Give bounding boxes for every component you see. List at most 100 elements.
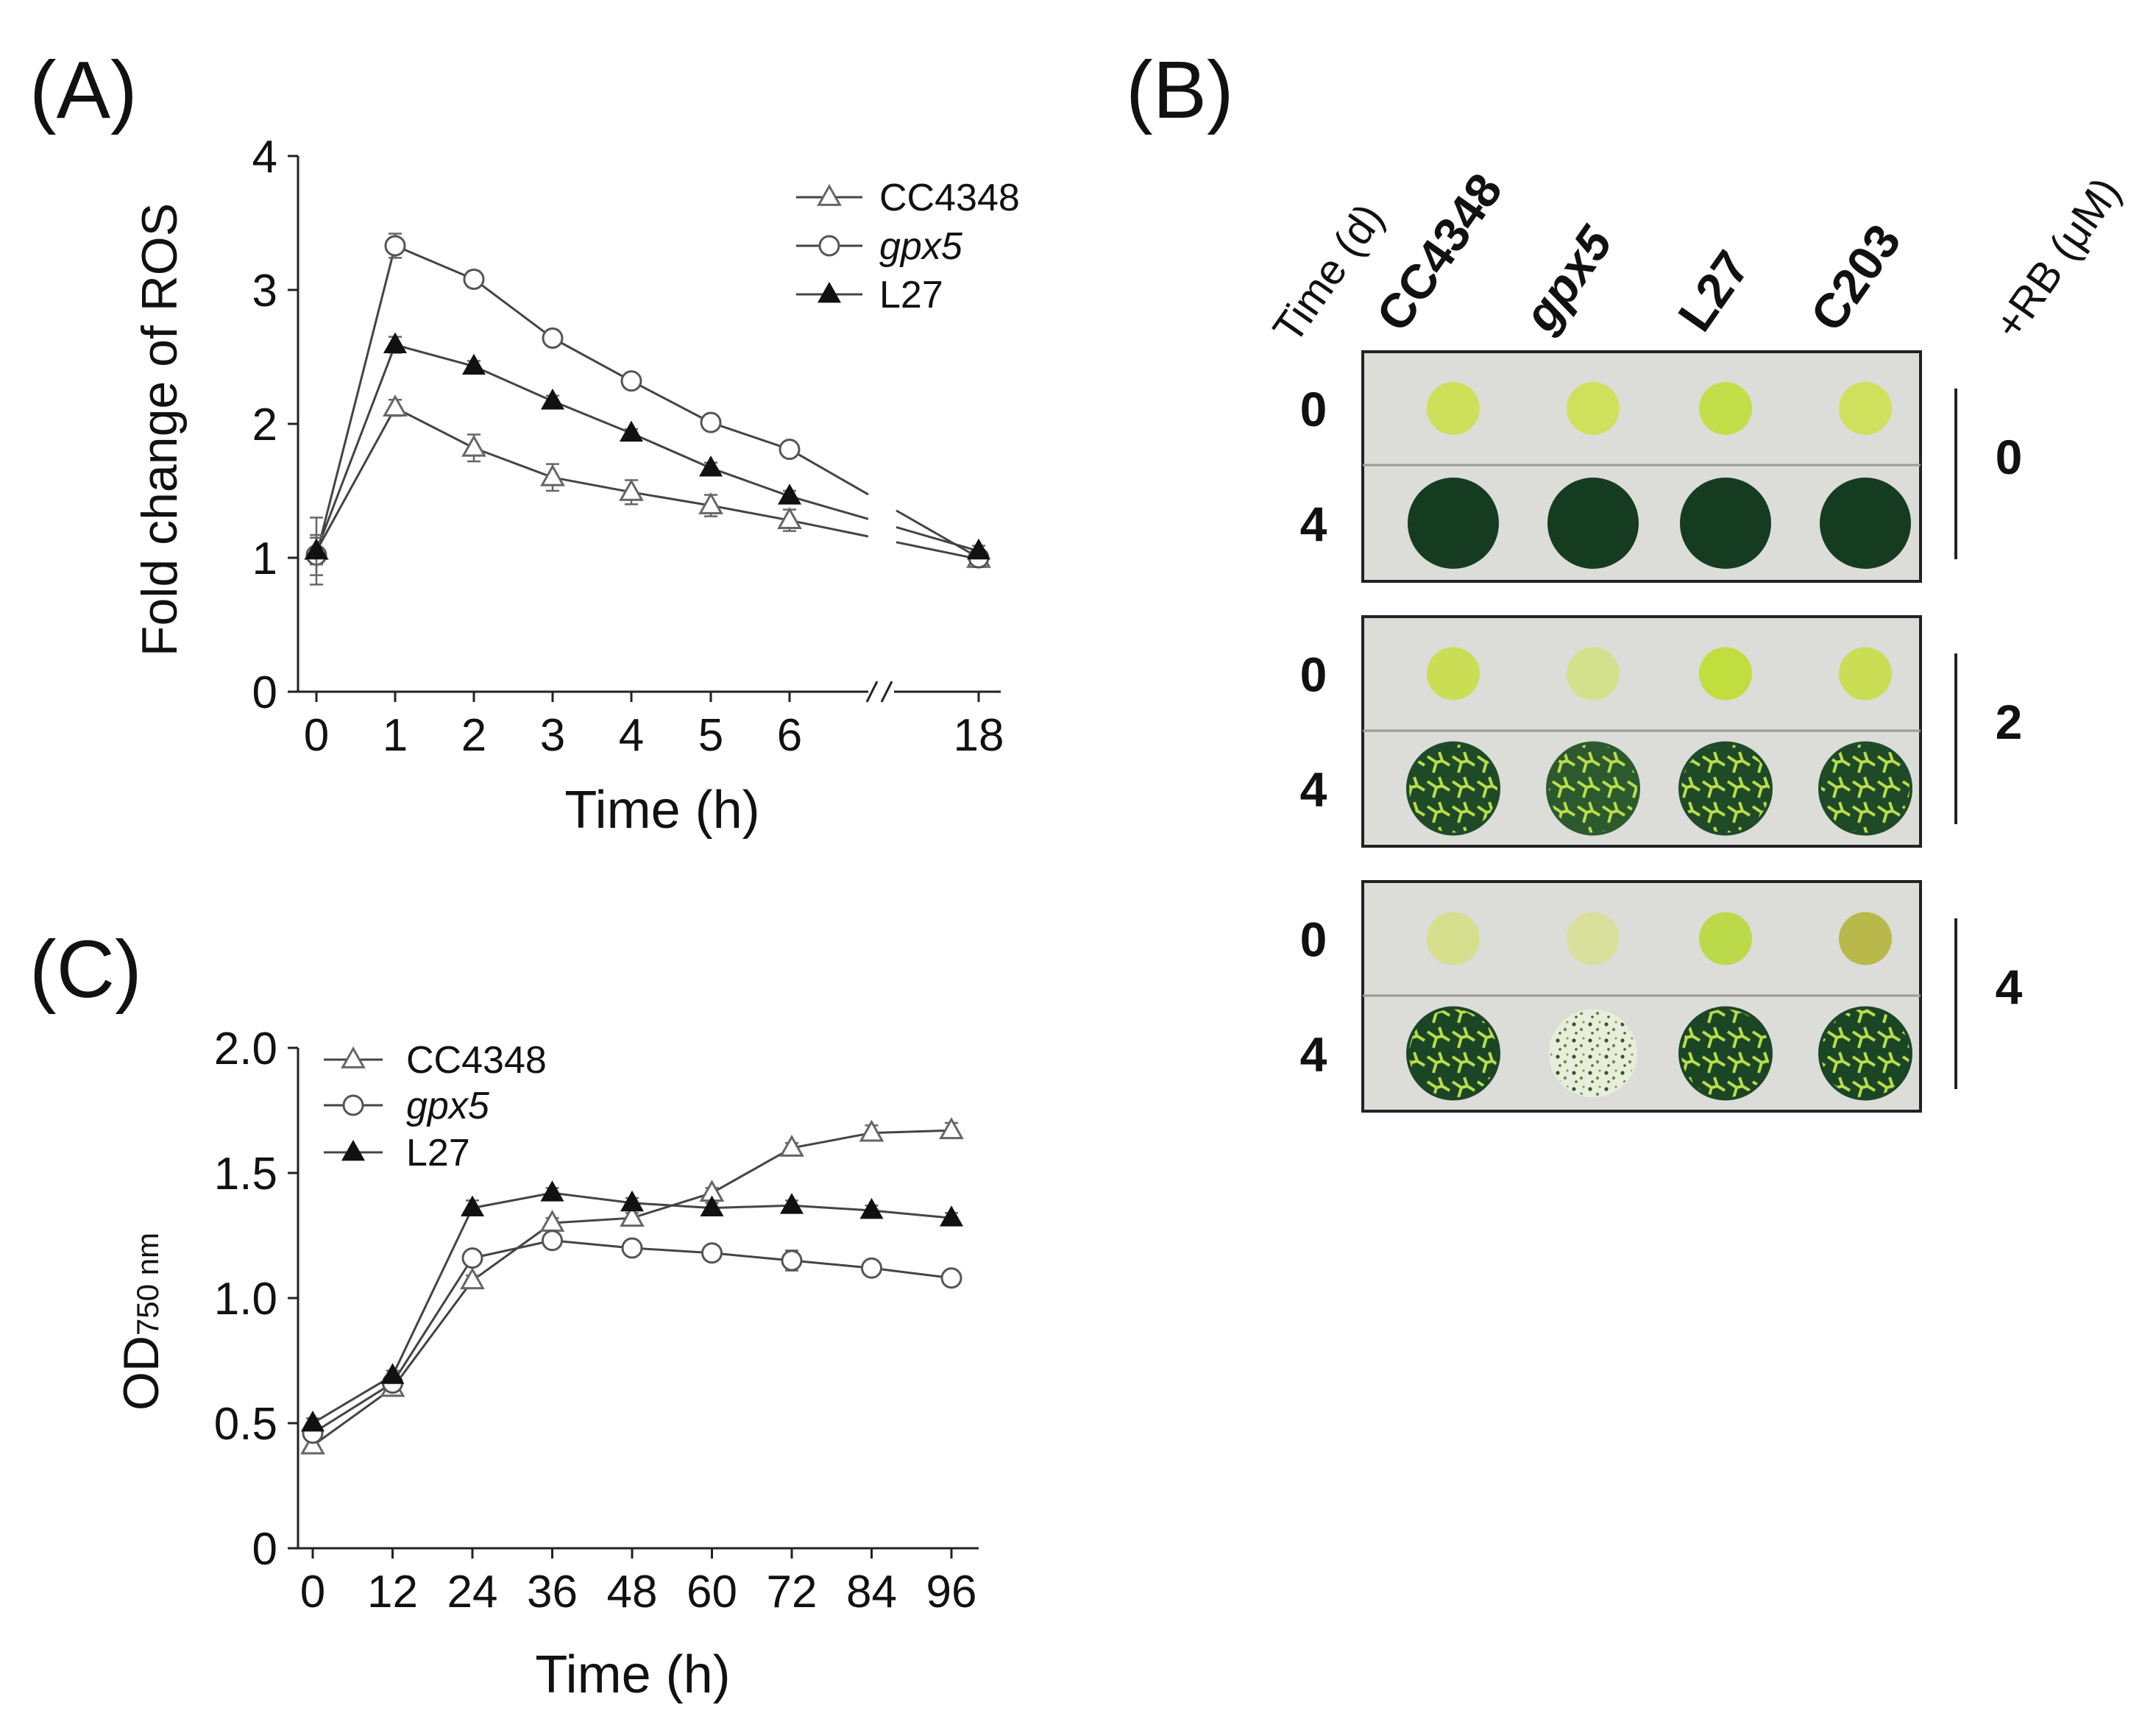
chart-a-xtick-label: 18	[954, 710, 1004, 761]
chart-c-ylabel: OD750 nm	[113, 1233, 169, 1411]
chart-a-ytick-label: 2	[252, 400, 277, 450]
chart-c-xlabel: Time (h)	[535, 1645, 730, 1704]
chart-c-point-CC4348	[539, 1209, 565, 1232]
chart-a-point-gpx5	[463, 268, 485, 290]
chart-a-point-gpx5	[620, 370, 642, 392]
spot-day0	[1567, 382, 1620, 435]
chart-c-point-CC4348	[620, 1205, 645, 1227]
chart-a-legend-marker	[817, 282, 842, 303]
chart-a-line-seg2-gpx5	[896, 509, 979, 559]
chart-c-line-gpx5	[312, 1239, 952, 1434]
strain-header-CC4348: CC4348	[1366, 163, 1513, 341]
chart-c-xtick-label: 84	[846, 1567, 897, 1617]
chart-c-point-gpx5	[940, 1267, 962, 1289]
spot-day0	[1699, 382, 1752, 435]
chart-c-legend-marker	[341, 1140, 366, 1161]
chart-c-point-CC4348	[779, 1134, 804, 1157]
chart-c-point-L27	[460, 1195, 485, 1216]
rb-header: +RB (μM)	[1985, 169, 2130, 348]
chart-c-point-L27	[779, 1193, 804, 1214]
chart-c-point-L27	[620, 1190, 645, 1212]
chart-a-legend-label: CC4348	[879, 177, 1020, 219]
chart-a-line-seg-L27	[789, 494, 869, 520]
chart-a-line-seg-CC4348	[789, 519, 869, 538]
chart-c-xtick-label: 96	[926, 1567, 977, 1617]
chart-c-point-gpx5	[542, 1230, 563, 1252]
chart-c-ytick-label: 2.0	[214, 1024, 277, 1074]
chart-a-point-gpx5	[700, 411, 722, 433]
spot-day4-cracks	[1821, 744, 1909, 833]
spot-day0	[1699, 912, 1752, 965]
chart-a-ylabel: Fold change of ROS	[132, 203, 188, 656]
chart-c-point-CC4348	[300, 1432, 325, 1455]
chart-a-legend-label: L27	[879, 274, 943, 316]
time-header: Time (d)	[1263, 195, 1393, 351]
time-label: 0	[1300, 382, 1327, 436]
chart-a-xtick-label: 6	[777, 710, 802, 761]
chart-c-ytick-label: 1.5	[214, 1149, 277, 1199]
strain-header-L27: L27	[1667, 241, 1760, 341]
spot-day4-cracks	[1681, 744, 1770, 833]
chart-a-line-seg2-L27	[896, 525, 979, 553]
chart-a-xtick-label: 2	[461, 710, 486, 761]
chart-a-point-CC4348	[461, 434, 486, 457]
chart-c-point-L27	[300, 1411, 325, 1432]
spot-day0	[1567, 912, 1620, 965]
strain-header-C203: C203	[1800, 214, 1911, 341]
chart-a-legend-marker	[818, 235, 840, 257]
spot-day0	[1427, 912, 1480, 965]
chart-a-point-CC4348	[698, 492, 723, 514]
chart-c-ytick-label: 1.0	[214, 1274, 277, 1325]
chart-c-point-CC4348	[460, 1267, 485, 1290]
chart-a-point-CC4348	[540, 464, 565, 486]
chart-c-point-CC4348	[859, 1119, 884, 1142]
spot-day4-cracks	[1681, 1009, 1770, 1098]
spot-day0	[1839, 912, 1892, 965]
rb-value: 2	[1996, 695, 2023, 749]
chart-c-point-L27	[380, 1363, 405, 1384]
chart-c-line-L27	[312, 1191, 952, 1425]
chart-a-point-gpx5	[384, 235, 406, 257]
chart-a-point-L27	[698, 455, 723, 477]
chart-c-xtick-label: 12	[367, 1567, 418, 1617]
chart-a-line-seg-gpx5	[789, 448, 869, 496]
panel-a-label: (A)	[29, 45, 138, 135]
chart-a-point-L27	[619, 420, 644, 442]
time-label: 0	[1300, 912, 1327, 967]
spot-day4-cracks	[1821, 1009, 1909, 1098]
chart-a-line-seg2-CC4348	[896, 541, 979, 561]
spot-day0	[1427, 647, 1480, 701]
chart-c-point-gpx5	[861, 1257, 882, 1279]
chart-c-xtick-label: 0	[300, 1567, 325, 1617]
chart-a-ytick-label: 3	[252, 266, 277, 316]
spot-day4-cracks	[1409, 1009, 1497, 1098]
chart-a-point-L27	[304, 538, 329, 560]
chart-c-line-CC4348	[312, 1129, 952, 1447]
chart-c-xtick-label: 60	[687, 1567, 737, 1617]
time-label: 4	[1300, 1027, 1327, 1082]
chart-a-ytick-label: 1	[252, 533, 277, 584]
spot-day0	[1699, 647, 1752, 701]
chart-a-point-CC4348	[619, 478, 644, 501]
chart-c-point-L27	[540, 1180, 564, 1202]
spot-day4-cracks	[1549, 744, 1637, 833]
rb-value: 4	[1996, 960, 2023, 1014]
chart-c-xtick-label: 36	[527, 1567, 578, 1617]
spot-day0	[1839, 382, 1892, 435]
chart-c-ytick-label: 0.5	[214, 1399, 277, 1450]
chart-a-point-L27	[777, 483, 802, 505]
chart-a-point-L27	[966, 538, 991, 560]
chart-c-ylabel-main: OD	[113, 1336, 169, 1411]
chart-a-legend-label: gpx5	[879, 225, 963, 268]
strain-header-gpx5: gpx5	[1512, 216, 1623, 341]
chart-a-axis-break-1	[865, 681, 879, 703]
spot-day4	[1408, 478, 1499, 569]
spot-day0	[1839, 647, 1892, 701]
chart-a-ytick-label: 4	[252, 132, 277, 182]
chart-a-point-L27	[383, 332, 408, 354]
chart-c-point-L27	[939, 1205, 964, 1227]
chart-a-legend-marker	[817, 183, 842, 206]
spot-day4	[1547, 478, 1639, 569]
chart-c-xtick-label: 48	[607, 1567, 658, 1617]
